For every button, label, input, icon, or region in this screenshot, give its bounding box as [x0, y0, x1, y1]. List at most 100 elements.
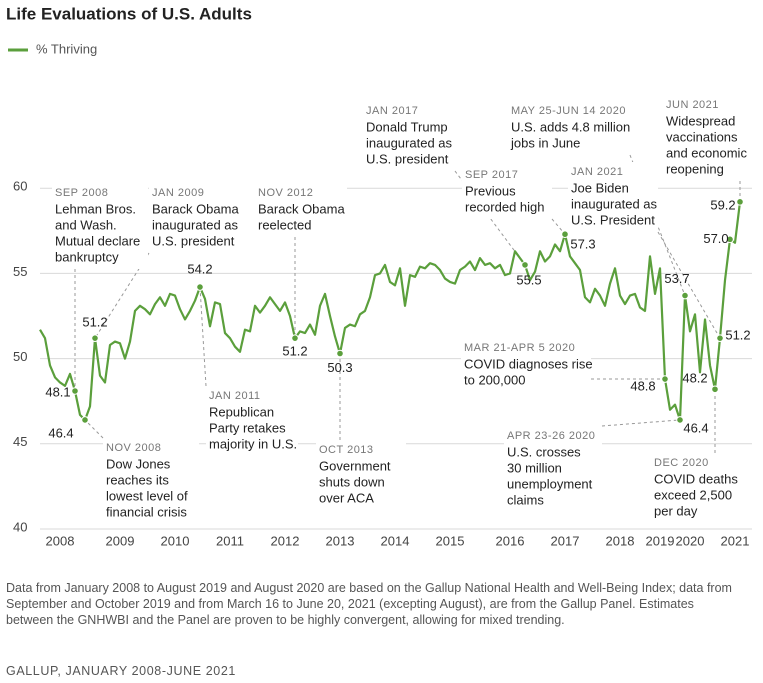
annotation-box: [316, 440, 406, 510]
annotation-text: to 200,000: [464, 372, 525, 387]
y-tick-label: 45: [13, 434, 27, 449]
annotation-date: OCT 2013: [319, 444, 374, 456]
annotation-box: [363, 101, 455, 171]
annotation-text: inaugurated as: [571, 196, 658, 211]
data-point: [561, 230, 569, 239]
annotation-box: [462, 165, 552, 219]
data-point: [661, 375, 669, 383]
y-tick-label: 55: [13, 264, 27, 279]
data-label: 53.7: [664, 271, 689, 286]
annotation-date: JAN 2017: [366, 105, 418, 117]
data-label: 48.8: [630, 378, 655, 393]
x-tick-label: 2020: [676, 533, 705, 548]
data-point: [521, 261, 529, 269]
annotation-box: [508, 101, 630, 155]
data-label: 51.2: [82, 315, 107, 330]
x-tick-label: 2021: [721, 533, 750, 548]
annotation-text: Barack Obama: [152, 201, 239, 216]
annotation-text: Republican: [209, 404, 274, 419]
annotation-text: U.S. president: [366, 151, 449, 166]
x-tick-label: 2018: [606, 533, 635, 548]
annotation-box: [206, 386, 298, 456]
annotation-text: inaugurated as: [366, 135, 453, 150]
data-point: [81, 416, 89, 424]
annotation-text: U.S. adds 4.8 million: [511, 119, 630, 134]
leader-line: [94, 252, 150, 339]
leader-line: [657, 231, 721, 339]
x-tick-label: 2016: [496, 533, 525, 548]
annotation-date: MAY 25-JUN 14 2020: [511, 105, 626, 117]
footnote: Data from January 2008 to August 2019 an…: [6, 581, 732, 627]
annotation-text: COVID deaths: [654, 471, 738, 486]
x-tick-label: 2015: [436, 533, 465, 548]
annotation-date: MAR 21-APR 5 2020: [464, 342, 575, 354]
annotation-text: Government: [319, 458, 391, 473]
annotation-text: bankruptcy: [55, 249, 119, 264]
annotation-text: Dow Jones: [106, 456, 171, 471]
annotation-text: exceed 2,500: [654, 487, 732, 502]
data-point: [676, 416, 684, 424]
annotation-text: Mutual declare: [55, 233, 140, 248]
x-tick-label: 2008: [46, 533, 75, 548]
data-label: 54.2: [187, 261, 212, 276]
annotation-date: JAN 2021: [571, 166, 623, 178]
annotation-text: jobs in June: [510, 135, 580, 150]
annotation-box: [103, 438, 199, 524]
x-tick-label: 2010: [161, 533, 190, 548]
series: 48.1 46.4 51.2 54.2 51.2 50.3 55.5 57.3 48.8 46.4…: [39, 197, 751, 440]
data-label: 51.2: [282, 344, 307, 359]
annotation-date: DEC 2020: [654, 457, 709, 469]
annotation-text: reopening: [666, 161, 724, 176]
annotation-box: [663, 95, 751, 181]
x-tick-label: 2014: [381, 533, 410, 548]
annotation-text: Donald Trump: [366, 119, 448, 134]
leader-line: [84, 419, 104, 439]
annotation-text: claims: [507, 492, 544, 507]
data-label: 55.5: [516, 272, 541, 287]
annotation-date: APR 23-26 2020: [507, 430, 595, 442]
annotation-text: U.S. crosses: [507, 444, 581, 459]
annotation-text: 30 million: [507, 460, 562, 475]
data-point: [736, 198, 744, 206]
data-label: 57.3: [570, 237, 595, 252]
annotation-text: unemployment: [507, 476, 593, 491]
annotation-date: JAN 2011: [209, 390, 261, 402]
data-point: [291, 334, 299, 342]
data-point: [336, 349, 344, 358]
annotation-text: reaches its: [106, 472, 169, 487]
annotation-date: SEP 2008: [55, 187, 108, 199]
series-line: [39, 201, 742, 422]
data-label: 59.2: [710, 197, 735, 212]
annotation-text: shuts down: [319, 474, 385, 489]
data-point: [716, 334, 724, 342]
annotation-text: and economic: [666, 145, 747, 160]
data-label: 48.1: [45, 384, 70, 399]
leader-line: [601, 419, 681, 427]
annotation-text: Barack Obama: [258, 201, 345, 216]
annotation-box: [504, 426, 602, 512]
data-label: 57.0: [703, 231, 728, 246]
data-point: [196, 283, 204, 291]
x-tick-label: 2012: [271, 533, 300, 548]
annotation-box: [149, 183, 264, 253]
annotation-box: [52, 183, 148, 269]
annotation-text: Widespread: [666, 113, 735, 128]
annotation-text: Lehman Bros.: [55, 201, 136, 216]
annotation-text: Party retakes: [209, 420, 286, 435]
annotation-date: JAN 2009: [152, 187, 204, 199]
annotation-text: U.S. President: [571, 212, 655, 227]
annotation-text: over ACA: [319, 490, 374, 505]
x-tick-label: 2009: [106, 533, 135, 548]
data-point: [711, 385, 719, 394]
annotation-date: SEP 2017: [465, 169, 518, 181]
annotation-text: Previous: [465, 183, 516, 198]
annotation-text: U.S. president: [152, 233, 235, 248]
annotation-date: JUN 2021: [666, 99, 719, 111]
annotation-date: NOV 2012: [258, 187, 313, 199]
x-tick-label: 2011: [216, 533, 244, 548]
annotation-box: [651, 453, 743, 523]
y-tick-label: 60: [13, 179, 27, 194]
y-tick-label: 40: [13, 519, 27, 534]
annotation-box: [255, 183, 347, 237]
